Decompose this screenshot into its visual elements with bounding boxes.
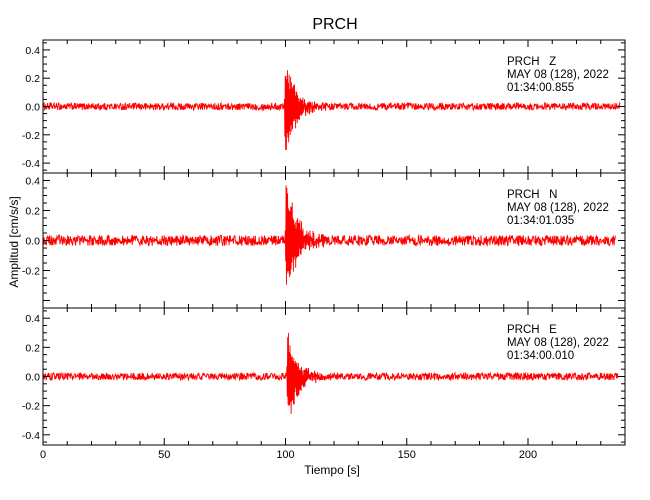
station-label: PRCH N [507,189,557,201]
y-tick-label: -0.4 [22,158,40,170]
time-label: 01:34:00.855 [507,82,574,94]
date-label: MAY 08 (128), 2022 [507,69,609,81]
series-line-z [42,70,621,151]
chart-title: PRCH [312,16,357,33]
y-tick-label: -0.2 [22,266,40,278]
y-tick-label: -0.2 [22,401,40,413]
time-label: 01:34:01.035 [507,215,574,227]
station-label: PRCH E [507,324,557,336]
y-tick-label: 0.0 [25,372,40,384]
x-tick-label: 50 [158,449,170,461]
date-label: MAY 08 (128), 2022 [507,337,609,349]
station-label: PRCH Z [507,56,556,68]
y-tick-label: -0.4 [22,430,40,442]
y-tick-label: 0.4 [25,313,40,325]
y-tick-label: 0.2 [25,342,40,354]
y-tick-label: 0.4 [25,45,40,57]
series-line-n [42,185,616,285]
time-label: 01:34:00.010 [507,350,574,362]
x-tick-label: 200 [519,449,537,461]
y-tick-label: 0.0 [25,236,40,248]
x-tick-label: 0 [40,449,46,461]
x-tick-label: 150 [398,449,416,461]
y-tick-label: 0.4 [25,176,40,188]
x-axis-label: Tiempo [s] [304,463,360,477]
y-tick-label: -0.2 [22,130,40,142]
y-tick-label: 0.0 [25,102,40,114]
x-tick-label: 100 [276,449,294,461]
series-line-e [42,332,619,414]
y-tick-label: 0.2 [25,73,40,85]
y-tick-label: 0.2 [25,206,40,218]
date-label: MAY 08 (128), 2022 [507,202,609,214]
y-axis-label: Amplitud [cm/s/s] [7,196,21,287]
